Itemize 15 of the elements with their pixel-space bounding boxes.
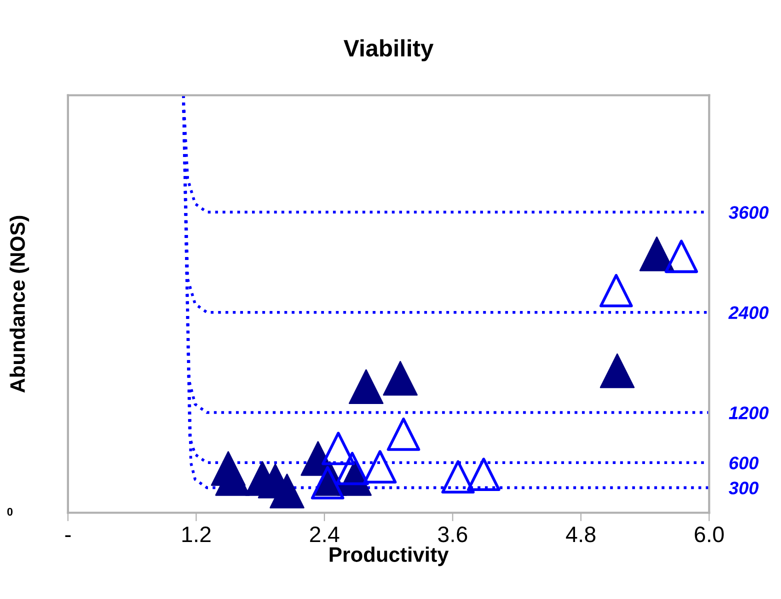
y-tick-label: 600 bbox=[729, 456, 759, 470]
x-tick-label: 1.2 bbox=[182, 526, 211, 542]
y-axis-title: Abundance (NOS) bbox=[10, 216, 30, 393]
x-tick-label: - bbox=[65, 535, 71, 538]
y-tick-label: 3600 bbox=[728, 206, 769, 219]
x-tick-label: 3.6 bbox=[438, 526, 468, 542]
x-tick-label: 6.0 bbox=[694, 526, 724, 542]
x-tick-label: 4.8 bbox=[566, 526, 596, 542]
x-axis-title: Productivity bbox=[330, 546, 449, 566]
text: 0 bbox=[7, 508, 13, 516]
y-tick-label: 1200 bbox=[728, 406, 769, 420]
chart-title: Viability bbox=[344, 39, 434, 62]
y-tick-label: 2400 bbox=[728, 306, 769, 320]
y-tick-label: 300 bbox=[728, 482, 759, 494]
x-tick-label: 2.4 bbox=[310, 526, 340, 542]
